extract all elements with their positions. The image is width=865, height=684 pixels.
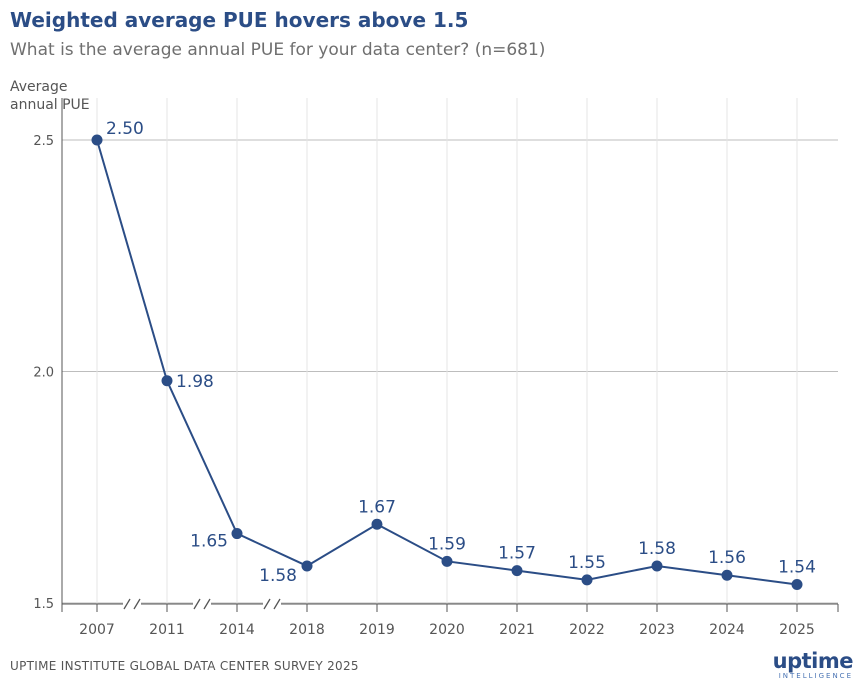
x-tick-label: 2021: [499, 622, 535, 638]
logo-wordmark: uptime: [772, 649, 854, 673]
x-tick-label: 2025: [779, 622, 815, 638]
data-point: [231, 528, 243, 540]
x-tick-label: 2024: [709, 622, 745, 638]
y-axis-label-line1: Average: [10, 79, 68, 95]
x-tick-label: 2023: [639, 622, 675, 638]
data-label: 1.58: [638, 539, 676, 559]
data-point: [581, 574, 593, 586]
x-tick-label: 2018: [289, 622, 325, 638]
x-tick-label: 2019: [359, 622, 395, 638]
data-label: 1.56: [708, 548, 746, 568]
data-point: [371, 518, 383, 530]
y-axis-label-line2: annual PUE: [10, 97, 90, 113]
data-point: [301, 560, 313, 572]
x-tick-label: 2011: [149, 622, 185, 638]
source-footer: UPTIME INSTITUTE GLOBAL DATA CENTER SURV…: [10, 659, 359, 673]
x-tick-label: 2014: [219, 622, 255, 638]
data-point: [91, 134, 103, 146]
axis-break-gap: [263, 601, 281, 607]
data-label: 1.54: [778, 557, 816, 577]
data-label: 1.98: [176, 372, 214, 392]
axis-break-mark: [193, 598, 201, 610]
pue-line-chart: Average annual PUE 1.5 2.0 2.5 2007 2011 2014…: [10, 79, 839, 638]
uptime-logo: uptime INTELLIGENCE: [772, 649, 854, 680]
data-point: [721, 569, 733, 581]
data-label: 1.65: [190, 532, 228, 552]
axis-break-mark: [133, 598, 141, 610]
data-point: [651, 560, 663, 572]
logo-subtitle: INTELLIGENCE: [778, 672, 853, 680]
x-tick-label: 2007: [79, 622, 115, 638]
data-label: 1.67: [358, 497, 396, 517]
data-point: [791, 578, 803, 590]
y-tick-label: 1.5: [33, 597, 54, 612]
axis-break-mark: [263, 598, 271, 610]
data-point: [511, 565, 523, 577]
y-tick-label: 2.5: [33, 134, 54, 149]
data-point: [441, 555, 453, 567]
x-tick-label: 2020: [429, 622, 465, 638]
data-point: [161, 375, 173, 387]
y-tick-label: 2.0: [33, 366, 54, 381]
axis-break-mark: [123, 598, 131, 610]
data-label: 1.57: [498, 544, 536, 564]
x-tick-label: 2022: [569, 622, 605, 638]
data-label: 1.59: [428, 534, 466, 554]
axis-break-mark: [203, 598, 211, 610]
chart-subtitle: What is the average annual PUE for your …: [10, 40, 546, 60]
axis-break-mark: [273, 598, 281, 610]
axis-break-gap: [193, 601, 211, 607]
y-axis-label: Average annual PUE: [10, 79, 90, 113]
data-label: 2.50: [106, 119, 144, 139]
axis-break-gap: [123, 601, 141, 607]
data-label: 1.55: [568, 553, 606, 573]
data-label: 1.58: [259, 566, 297, 586]
chart-title: Weighted average PUE hovers above 1.5: [10, 8, 469, 32]
